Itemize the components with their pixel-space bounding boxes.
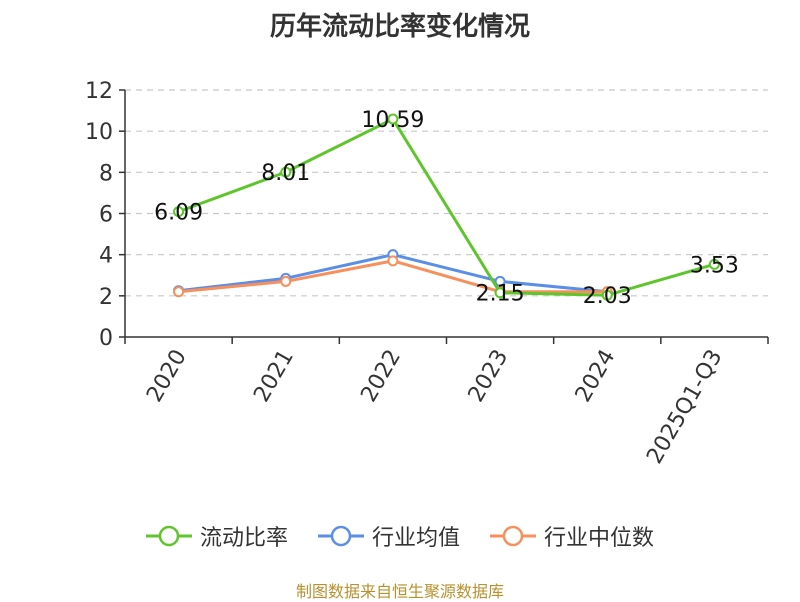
series-lines: [173, 113, 720, 301]
x-tick-label: 2023: [464, 346, 514, 407]
y-tick-label: 10: [85, 120, 113, 145]
data-point: [387, 113, 399, 125]
chart-title: 历年流动比率变化情况: [269, 12, 530, 42]
data-labels: 6.09 8.01 10.59 2.15 2.03 3.53: [154, 108, 739, 309]
data-label: 2.03: [583, 284, 632, 309]
legend: 流动比率 行业均值 行业中位数: [0, 520, 800, 552]
data-label: 3.53: [690, 253, 739, 278]
data-point: [173, 286, 185, 298]
data-label: 10.59: [361, 108, 424, 133]
legend-swatch: [145, 525, 192, 547]
series-line-0: [178, 117, 715, 297]
x-tick-label: 2020: [142, 346, 192, 407]
legend-label: 行业中位数: [544, 526, 655, 551]
legend-label: 流动比率: [199, 526, 288, 551]
y-tick-label: 4: [99, 244, 113, 269]
x-tick-label: 2024: [571, 346, 621, 407]
data-label: 2.15: [476, 282, 525, 307]
data-point: [387, 255, 399, 267]
data-label: 6.09: [154, 201, 203, 226]
data-point: [494, 275, 506, 287]
legend-swatch: [317, 525, 364, 547]
data-label: 8.01: [261, 161, 310, 186]
axes: 0 2 4 6 8 10 12 2020 2021 2022 2023 2024 2025Q1-Q3: [85, 79, 769, 469]
source-note: 制图数据来自恒生聚源数据库: [295, 582, 504, 601]
legend-item[interactable]: 流动比率: [145, 520, 288, 552]
data-point: [280, 166, 292, 178]
data-point: [280, 275, 292, 287]
data-point: [708, 258, 720, 270]
legend-swatch: [490, 525, 536, 547]
x-tick-label: 2022: [356, 346, 406, 407]
y-tick-label: 8: [99, 161, 113, 186]
y-tick-label: 2: [99, 285, 113, 310]
grid-lines: [125, 89, 768, 297]
legend-item[interactable]: 行业均值: [317, 520, 460, 552]
y-tick-label: 0: [99, 326, 113, 351]
data-point: [173, 206, 185, 218]
data-point: [601, 289, 613, 301]
legend-label: 行业均值: [371, 526, 460, 551]
x-tick-label: 2021: [249, 346, 299, 407]
y-tick-label: 12: [85, 79, 113, 104]
data-point: [494, 287, 506, 299]
y-tick-label: 6: [99, 203, 113, 228]
x-tick-label: 2025Q1-Q3: [642, 346, 727, 469]
legend-item[interactable]: 行业中位数: [490, 520, 654, 552]
